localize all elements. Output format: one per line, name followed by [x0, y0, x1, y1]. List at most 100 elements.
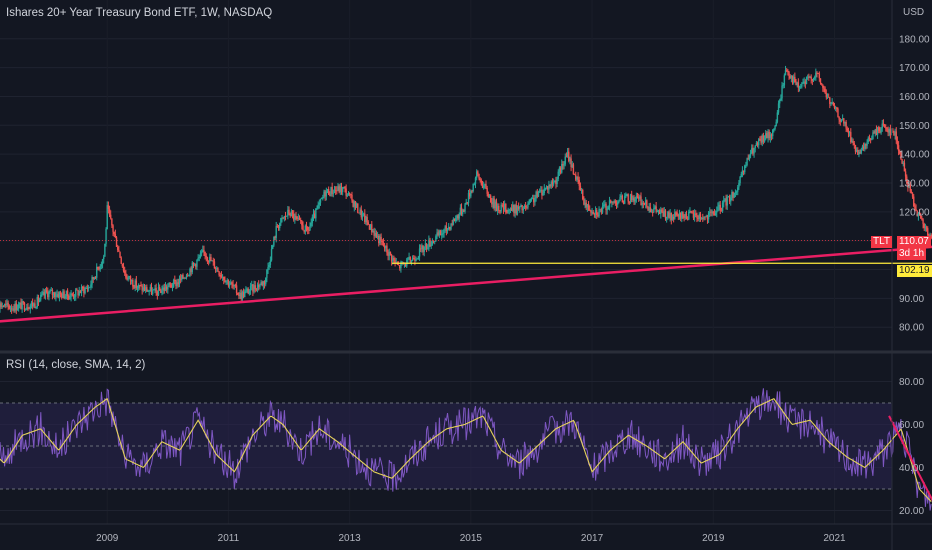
- candle-body: [481, 184, 484, 188]
- candle-body: [353, 201, 355, 207]
- candle-body: [147, 291, 149, 292]
- candle-body: [586, 204, 589, 208]
- candle-body: [809, 76, 811, 78]
- candle-body: [464, 204, 466, 212]
- candle-body: [802, 83, 804, 84]
- candle-body: [776, 112, 779, 122]
- candle-body: [744, 165, 746, 173]
- candle-body: [514, 205, 516, 214]
- candle-body: [21, 301, 23, 310]
- candle-body: [883, 124, 886, 128]
- rsi-trendline[interactable]: [888, 415, 932, 504]
- candle-body: [325, 191, 328, 197]
- candle-body: [122, 266, 125, 271]
- candle-body: [541, 190, 543, 196]
- candle-body: [500, 204, 502, 212]
- candle-body: [893, 132, 895, 136]
- chart-title[interactable]: Ishares 20+ Year Treasury Bond ETF, 1W, …: [6, 7, 273, 19]
- candle-body: [417, 256, 420, 259]
- candle-body: [634, 199, 636, 202]
- time-axis-ticks[interactable]: 200720092011201320152017201920212023: [0, 533, 932, 544]
- candle-body: [798, 86, 801, 88]
- candle-body: [741, 170, 744, 174]
- candle-body: [878, 127, 880, 131]
- candle-body: [130, 279, 133, 282]
- candle-body: [40, 294, 42, 300]
- candle-body: [838, 117, 840, 120]
- candle-body: [223, 276, 225, 280]
- candle-body: [20, 302, 22, 310]
- candle-body: [924, 227, 927, 229]
- candle-body: [817, 73, 819, 74]
- candle-body: [742, 170, 745, 173]
- candle-body: [862, 146, 865, 149]
- candle-body: [879, 130, 881, 133]
- candle-body: [392, 258, 394, 262]
- candle-body: [555, 180, 557, 185]
- candle-body: [294, 215, 296, 220]
- candle-body: [644, 200, 647, 205]
- candle-body: [713, 213, 716, 216]
- candle-body: [859, 152, 861, 154]
- candle-body: [925, 227, 928, 229]
- candle-body: [579, 185, 582, 191]
- candle-body: [297, 218, 300, 219]
- candle-body: [298, 218, 301, 221]
- candle-body: [111, 218, 113, 226]
- candle-body: [86, 288, 89, 290]
- rsi-axis-ticks[interactable]: 20.00 40.00 60.00 80.00: [899, 377, 924, 517]
- candle-body: [47, 291, 49, 298]
- candle-body: [889, 129, 892, 136]
- candle-body: [523, 205, 526, 209]
- trendline[interactable]: [0, 245, 932, 323]
- candle-body: [327, 189, 330, 195]
- candle-body: [388, 251, 390, 256]
- candle-body: [844, 121, 846, 124]
- candle-body: [484, 184, 486, 186]
- price-tick-label: 150.00: [899, 121, 930, 132]
- candle-body: [799, 86, 802, 88]
- price-axis-ticks[interactable]: 80.0090.00100.00110.00120.00130.00140.00…: [899, 34, 930, 333]
- candle-body: [637, 197, 640, 199]
- candle-body: [136, 287, 139, 289]
- candle-body: [141, 285, 143, 291]
- candle-body: [573, 174, 576, 176]
- candle-body: [829, 97, 831, 104]
- candle-body: [263, 281, 266, 285]
- rsi-title[interactable]: RSI (14, close, SMA, 14, 2): [6, 359, 146, 371]
- candle-body: [35, 307, 37, 309]
- candle-body: [305, 225, 308, 227]
- candle-body: [425, 243, 428, 249]
- candle-body: [234, 285, 237, 286]
- candle-body: [245, 290, 247, 292]
- candle-body: [630, 194, 633, 200]
- candle-body: [867, 137, 869, 142]
- candle-body: [381, 240, 383, 242]
- candle-body: [739, 176, 741, 184]
- candle-body: [385, 245, 387, 249]
- candle-body: [248, 290, 251, 294]
- candle-body: [587, 204, 590, 210]
- candle-body: [864, 143, 866, 149]
- candle-body: [10, 308, 13, 310]
- candle-body: [819, 78, 822, 84]
- candle-body: [254, 285, 256, 290]
- candle-body: [499, 210, 501, 212]
- candle-body: [599, 209, 601, 211]
- candle-body: [174, 279, 176, 281]
- candle-body: [604, 204, 606, 205]
- candle-body: [632, 197, 634, 200]
- candle-body: [894, 131, 896, 136]
- candle-body: [803, 81, 805, 84]
- candle-body: [213, 261, 216, 269]
- candle-body: [219, 275, 221, 276]
- candle-body: [220, 275, 223, 278]
- candle-body: [449, 226, 451, 230]
- candle-body: [374, 232, 376, 236]
- candle-body: [610, 200, 612, 203]
- candle-body: [70, 293, 72, 297]
- candle-body: [444, 226, 446, 229]
- candle-body: [731, 191, 733, 199]
- candle-body: [308, 229, 310, 231]
